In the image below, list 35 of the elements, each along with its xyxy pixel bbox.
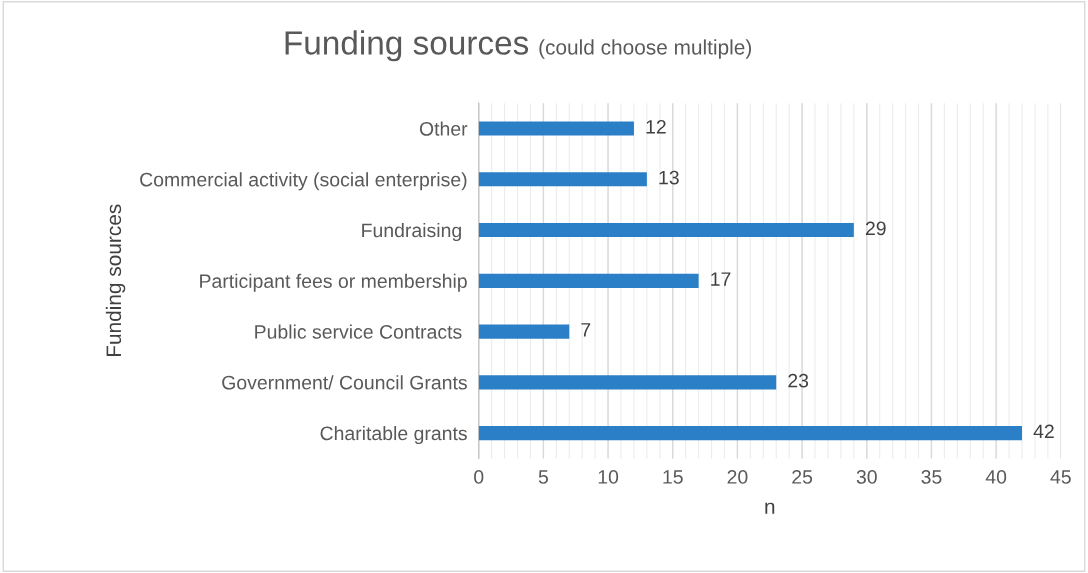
x-tick-label: 45	[1050, 470, 1071, 484]
bar	[478, 425, 1022, 441]
y-tick-label: Participant fees or membership	[200, 273, 467, 292]
x-tick-label: 20	[727, 470, 748, 484]
chart-title: Funding sources	[285, 30, 529, 62]
x-tick-label: 0	[474, 470, 484, 484]
chart-subtitle: (could choose multiple)	[539, 39, 752, 59]
data-label: 7	[581, 323, 591, 337]
x-axis-title: n	[765, 502, 775, 514]
bar	[478, 324, 570, 339]
bar	[478, 172, 647, 187]
bar	[478, 273, 699, 288]
data-label: 29	[865, 221, 886, 236]
x-tick-label: 10	[598, 470, 619, 484]
x-tick-label: 5	[538, 470, 548, 484]
x-tick-label: 40	[985, 470, 1007, 484]
bar	[478, 121, 634, 136]
data-label: 13	[659, 170, 679, 185]
x-tick-label: 15	[663, 470, 683, 484]
bar	[478, 222, 854, 238]
y-tick-label: Fundraising	[362, 222, 461, 242]
y-tick-label: Public service Contracts	[255, 324, 462, 339]
x-tick-label: 30	[856, 470, 877, 484]
y-tick-label: Charitable grants	[320, 425, 467, 445]
x-tick-label: 25	[792, 470, 813, 484]
data-label: 23	[788, 373, 809, 388]
data-label: 17	[711, 272, 731, 286]
data-label: 42	[1033, 424, 1054, 439]
y-axis-title: Funding sources	[105, 204, 126, 357]
y-tick-label: Government/ Council Grants	[222, 375, 467, 390]
y-tick-label: Commercial activity (social enterprise)	[140, 172, 467, 191]
bar	[478, 375, 777, 390]
y-tick-label: Other	[419, 121, 468, 136]
data-label: 12	[646, 119, 666, 134]
x-tick-label: 35	[921, 470, 942, 484]
